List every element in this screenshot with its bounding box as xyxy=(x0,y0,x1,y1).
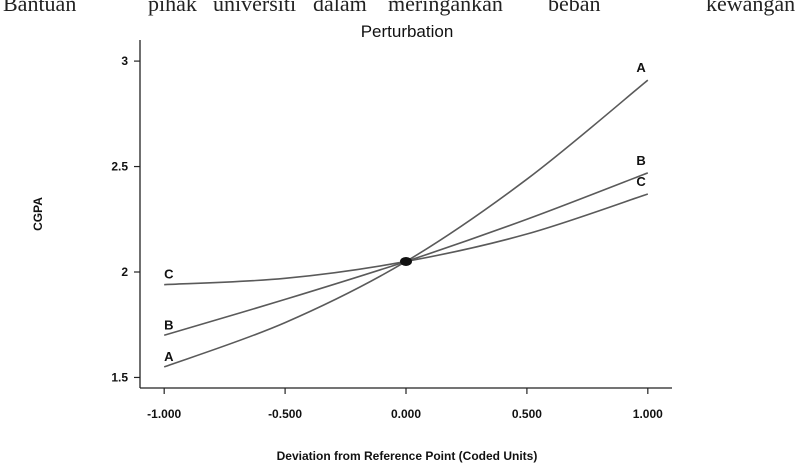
y-tick-label: 2 xyxy=(121,265,128,279)
series-label-b-left: B xyxy=(164,317,173,332)
x-tick-label: 0.500 xyxy=(512,407,542,421)
header-word: Bantuan xyxy=(3,0,77,16)
x-tick-label: -1.000 xyxy=(147,407,181,421)
header-word: kewangan xyxy=(706,0,796,16)
reference-point-marker xyxy=(400,256,412,266)
x-axis-label: Deviation from Reference Point (Coded Un… xyxy=(277,449,538,463)
header-word: universiti xyxy=(213,0,297,16)
header-text: Bantuan pihak universiti dalam meringank… xyxy=(0,0,812,40)
y-tick-label: 1.5 xyxy=(111,370,128,384)
series-lines xyxy=(163,79,649,368)
series-line-c xyxy=(164,193,649,286)
y-axis-ticks: 1.5 2 2.5 3 xyxy=(111,54,140,384)
header-word: dalam xyxy=(313,0,367,16)
y-tick-label: 2.5 xyxy=(111,160,128,174)
series-label-a-right: A xyxy=(636,60,646,75)
chart-title: Perturbation xyxy=(361,22,454,41)
x-tick-label: 1.000 xyxy=(633,407,663,421)
series-line-a xyxy=(163,79,649,368)
series-line-b xyxy=(163,172,649,337)
y-axis-label: CGPA xyxy=(31,197,45,231)
header-word: pihak xyxy=(148,0,197,16)
series-label-c-left: C xyxy=(164,267,174,282)
x-axis-ticks: -1.000 -0.500 0.000 0.500 1.000 xyxy=(147,388,663,421)
series-label-a-left: A xyxy=(164,349,174,364)
header-word: beban xyxy=(548,0,601,16)
header-word: meringankan xyxy=(388,0,503,16)
series-label-b-right: B xyxy=(636,153,645,168)
reference-point-dot xyxy=(400,256,412,266)
x-tick-label: 0.000 xyxy=(391,407,421,421)
x-tick-label: -0.500 xyxy=(268,407,302,421)
y-tick-label: 3 xyxy=(121,54,128,68)
series-label-c-right: C xyxy=(636,174,646,189)
